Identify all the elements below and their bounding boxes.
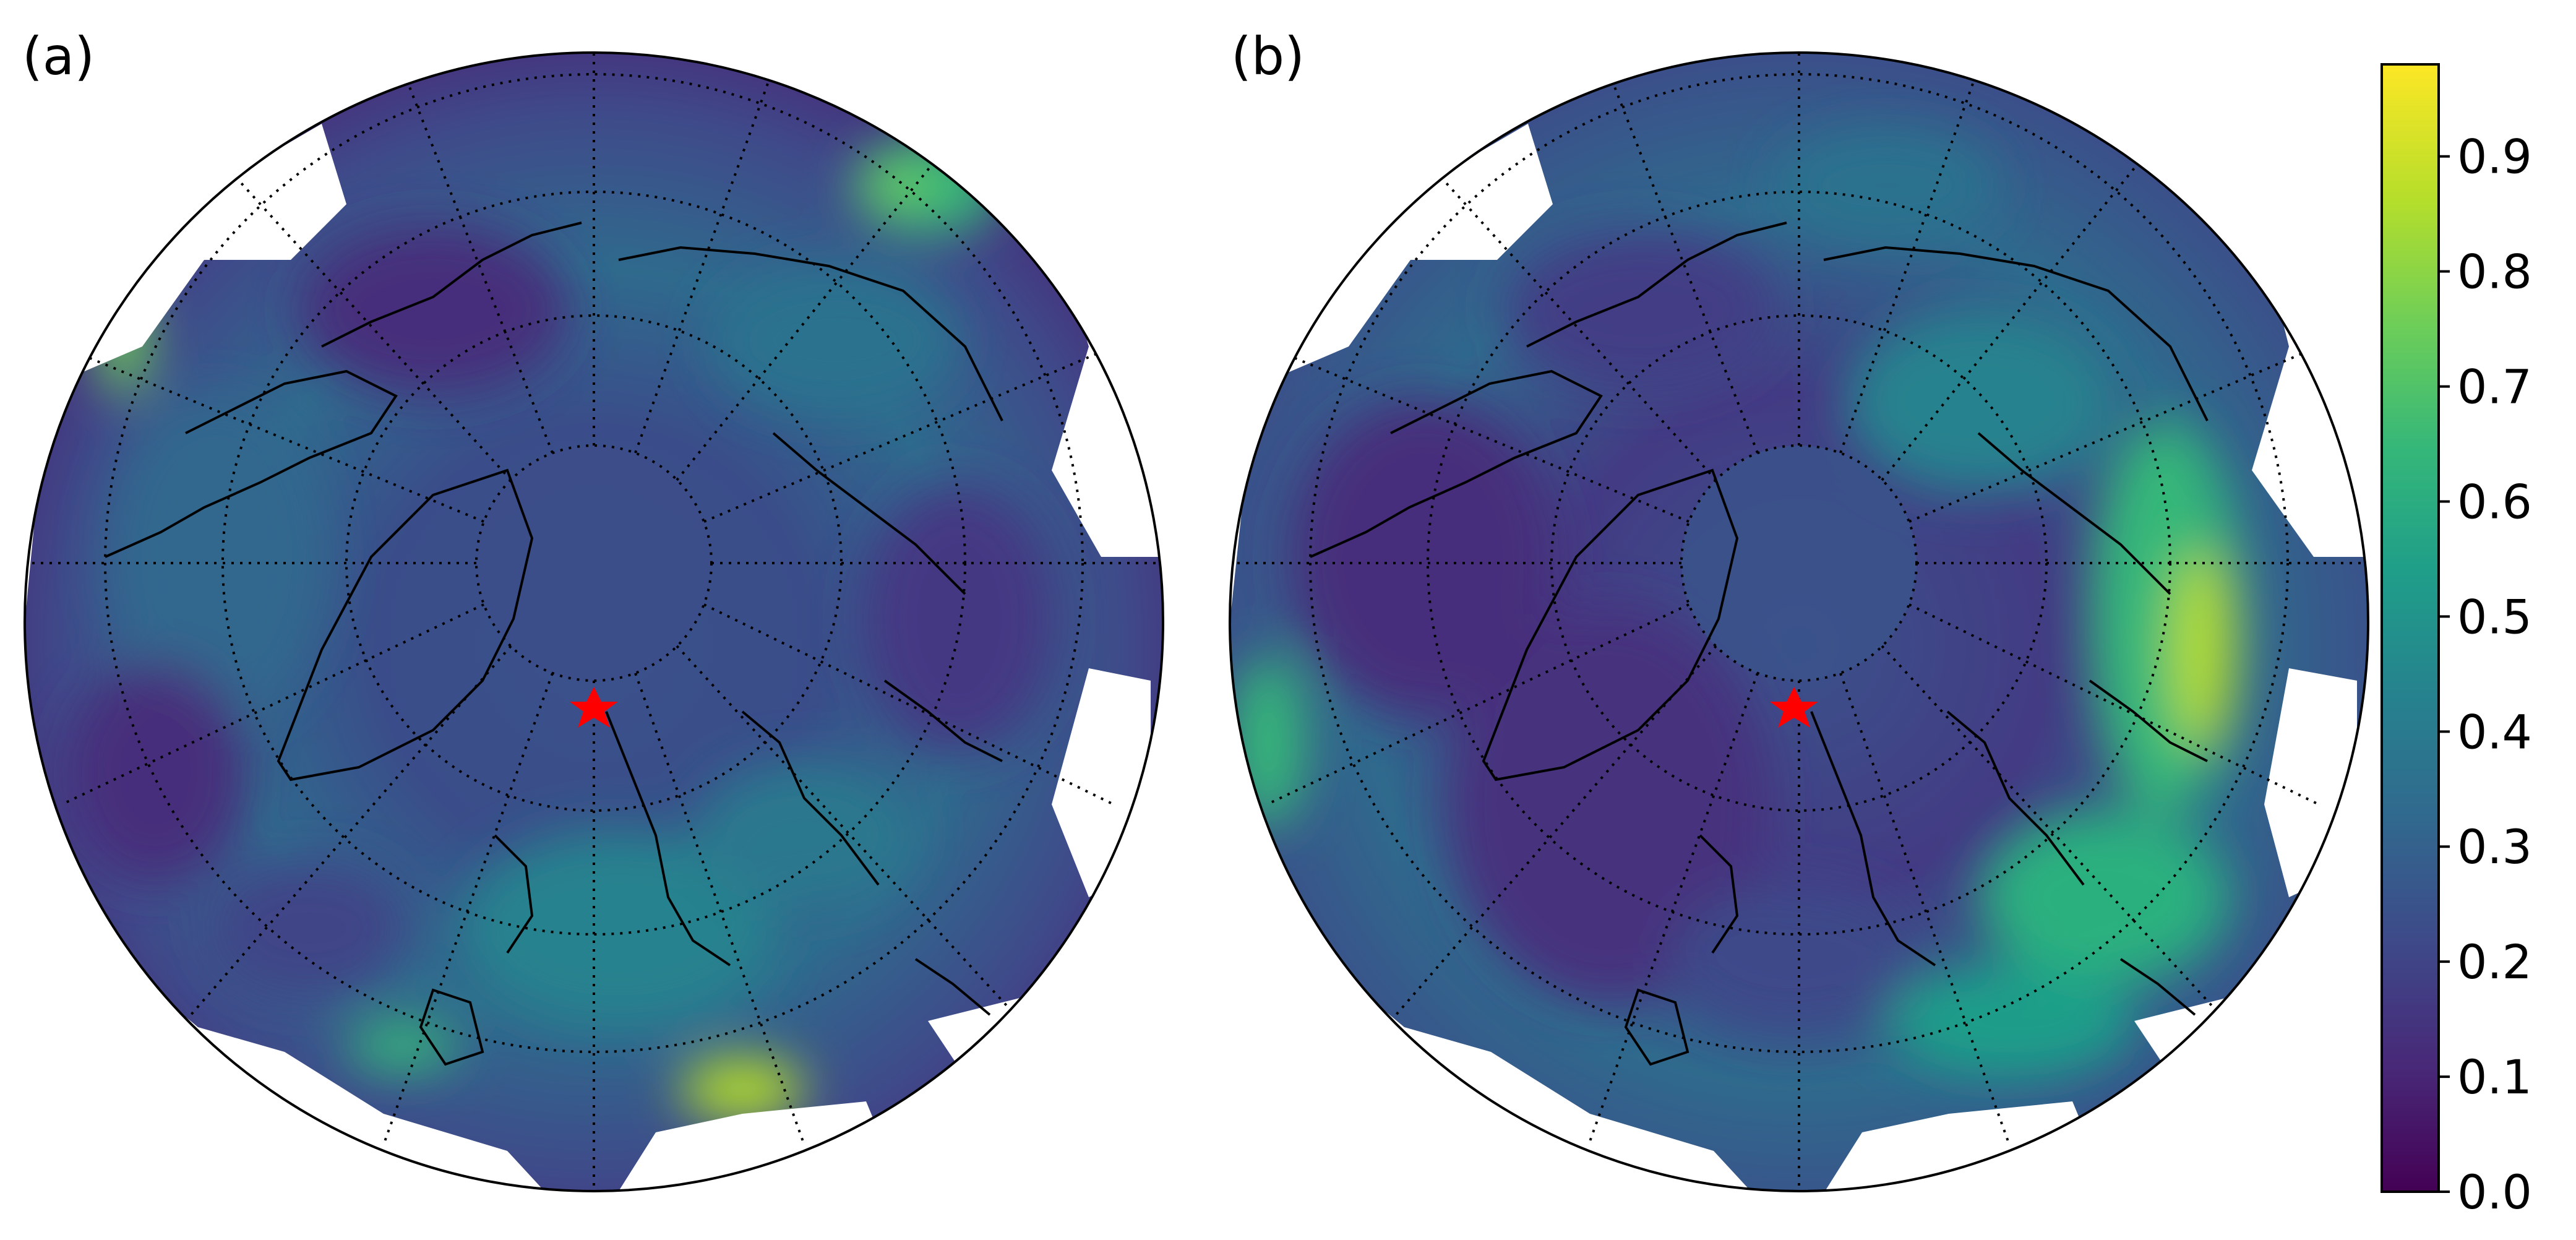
data-field-a [25,53,1163,1191]
colorbar-tick-label: 0.9 [2457,129,2532,184]
map-boundary-a [24,51,1164,1192]
colorbar-tick-label: 0.5 [2457,589,2532,644]
map-boundary-b [1229,51,2369,1192]
location-star-a [570,687,618,728]
panel-label-a: (a) [22,26,95,87]
colorbar-tick-label: 0.1 [2457,1049,2532,1104]
colorbar-tick-label: 0.6 [2457,474,2532,529]
colorbar-ticks: 0.0 0.1 0.2 0.3 0.4 0.5 0.6 0.7 0.8 0.9 [2439,129,2532,1220]
colorbar-tick-label: 0.7 [2457,360,2532,415]
colorbar-tick-label: 0.0 [2457,1165,2532,1220]
panel-label-b: (b) [1231,26,1305,87]
map-panel-a: (a) [22,26,1164,1192]
colorbar-tick-label: 0.3 [2457,819,2532,874]
map-panel-b: (b) [1229,26,2369,1192]
colorbar-gradient [2381,63,2440,1193]
colorbar-tick-label: 0.2 [2457,934,2532,989]
colorbar-tick-label: 0.4 [2457,704,2532,759]
location-star-b [1770,687,1818,728]
data-field-b [1230,53,2368,1191]
colorbar: 0.0 0.1 0.2 0.3 0.4 0.5 0.6 0.7 0.8 0.9 [2381,63,2532,1220]
colorbar-tick-label: 0.8 [2457,244,2532,299]
